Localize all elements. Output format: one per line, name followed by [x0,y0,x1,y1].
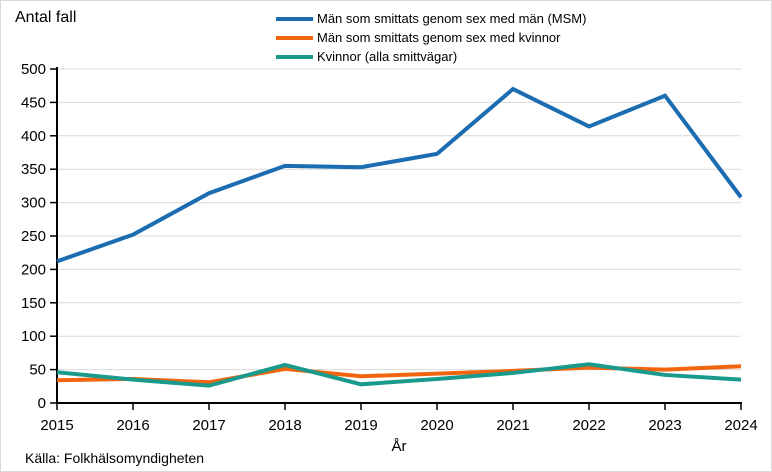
svg-text:2022: 2022 [572,417,605,434]
legend-item-msm: Män som smittats genom sex med män (MSM) [276,9,586,28]
svg-text:400: 400 [21,128,46,145]
svg-text:300: 300 [21,195,46,212]
svg-text:500: 500 [21,61,46,78]
x-axis-title: År [391,438,407,455]
svg-text:2023: 2023 [648,417,681,434]
svg-text:0: 0 [38,395,46,412]
svg-text:2024: 2024 [724,417,757,434]
svg-text:350: 350 [21,161,46,178]
svg-text:2018: 2018 [268,417,301,434]
svg-text:100: 100 [21,328,46,345]
svg-text:450: 450 [21,94,46,111]
svg-text:150: 150 [21,295,46,312]
legend-swatch-women [276,54,313,59]
legend-label-men-women: Män som smittats genom sex med kvinnor [317,30,561,45]
legend-item-women: Kvinnor (alla smittvägar) [276,47,586,66]
svg-text:2017: 2017 [192,417,225,434]
legend-label-msm: Män som smittats genom sex med män (MSM) [317,11,587,26]
svg-text:2016: 2016 [116,417,149,434]
legend-swatch-msm [276,16,313,21]
legend-label-women: Kvinnor (alla smittvägar) [317,49,458,64]
svg-text:50: 50 [29,362,46,379]
source-note: Källa: Folkhälsomyndigheten [25,450,204,466]
svg-text:2021: 2021 [496,417,529,434]
legend-item-men-women: Män som smittats genom sex med kvinnor [276,28,586,47]
legend-swatch-men-women [276,35,313,40]
svg-text:2019: 2019 [344,417,377,434]
svg-text:2015: 2015 [40,417,73,434]
chart-legend: Män som smittats genom sex med män (MSM)… [276,9,586,66]
y-axis-title: Antal fall [15,9,77,26]
svg-text:2020: 2020 [420,417,453,434]
svg-text:200: 200 [21,261,46,278]
svg-text:250: 250 [21,228,46,245]
